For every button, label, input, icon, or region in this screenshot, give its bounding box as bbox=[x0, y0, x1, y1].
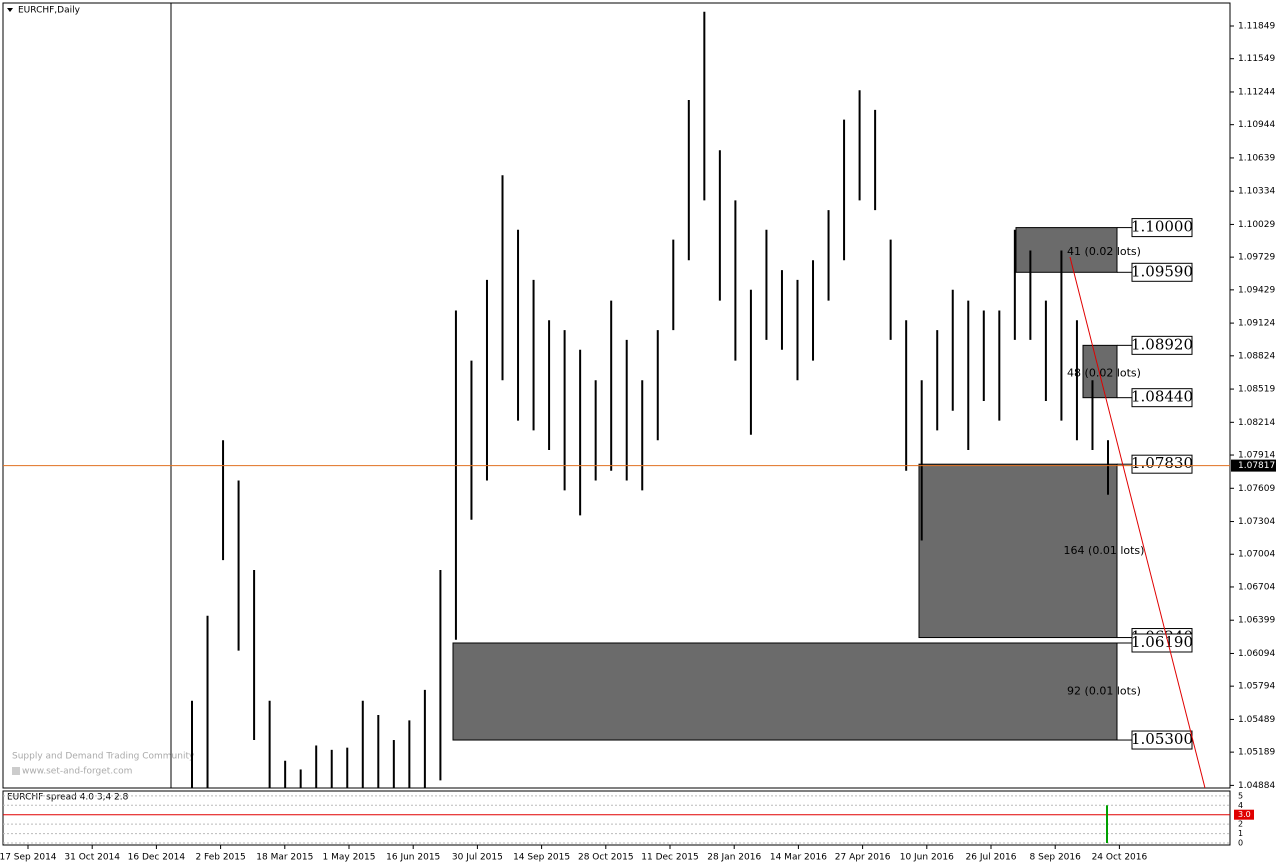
y-tick-label: 1.06094 bbox=[1238, 649, 1275, 659]
current-price-box bbox=[1231, 459, 1276, 472]
y-tick-label: 1.11549 bbox=[1238, 54, 1275, 64]
x-tick-label: 18 Mar 2015 bbox=[256, 853, 313, 863]
level-label: 1.10000 bbox=[1131, 218, 1193, 236]
indicator-level-box bbox=[1234, 809, 1254, 820]
x-tick-label: 30 Jul 2015 bbox=[452, 853, 503, 863]
x-tick-label: 28 Jan 2016 bbox=[707, 853, 761, 863]
zone-label: 41 (0.02 lots) bbox=[1067, 245, 1141, 258]
x-tick-label: 16 Jun 2015 bbox=[386, 853, 440, 863]
zone-label: 164 (0.01 lots) bbox=[1064, 544, 1145, 557]
y-tick-label: 1.07004 bbox=[1238, 550, 1275, 560]
level-box bbox=[1131, 335, 1193, 355]
level-box bbox=[1131, 730, 1193, 750]
y-tick-label: 1.07609 bbox=[1238, 484, 1275, 494]
y-tick-label: 1.05189 bbox=[1238, 748, 1275, 758]
indicator-tick-label: 2 bbox=[1238, 820, 1243, 829]
y-tick-label: 1.06399 bbox=[1238, 616, 1275, 626]
y-tick-label: 1.09429 bbox=[1238, 285, 1275, 295]
y-tick-label: 1.09729 bbox=[1238, 253, 1275, 263]
y-tick-label: 1.11849 bbox=[1238, 22, 1275, 32]
zone-label: 92 (0.01 lots) bbox=[1067, 685, 1141, 698]
y-tick-label: 1.07914 bbox=[1238, 451, 1275, 461]
level-box bbox=[1131, 262, 1193, 282]
x-tick-label: 10 Jun 2016 bbox=[900, 853, 954, 863]
level-box bbox=[1131, 388, 1193, 408]
x-tick-label: 26 Jul 2016 bbox=[966, 853, 1017, 863]
level-label: 1.09590 bbox=[1131, 262, 1193, 280]
y-tick-label: 1.07304 bbox=[1238, 517, 1275, 527]
y-tick-label: 1.06704 bbox=[1238, 582, 1275, 592]
x-tick-label: 1 May 2015 bbox=[323, 853, 376, 863]
x-tick-label: 16 Dec 2014 bbox=[128, 853, 186, 863]
y-tick-label: 1.08214 bbox=[1238, 418, 1275, 428]
y-tick-label: 1.10639 bbox=[1238, 153, 1275, 163]
watermark: www.set-and-forget.com bbox=[22, 767, 132, 777]
x-tick-label: 8 Sep 2016 bbox=[1030, 853, 1082, 863]
indicator-tick-label: 5 bbox=[1238, 791, 1243, 800]
chart-title: EURCHF,Daily bbox=[18, 6, 81, 16]
level-box bbox=[1131, 454, 1193, 474]
x-tick-label: 28 Oct 2015 bbox=[578, 853, 634, 863]
x-tick-label: 14 Sep 2015 bbox=[513, 853, 570, 863]
indicator-tick-label: 0 bbox=[1238, 839, 1243, 848]
level-label: 1.06190 bbox=[1131, 633, 1193, 651]
y-tick-label: 1.05489 bbox=[1238, 715, 1275, 725]
indicator-title: EURCHF spread 4.0 3,4 2.8 bbox=[7, 793, 129, 803]
zone bbox=[1015, 227, 1118, 273]
zone bbox=[452, 642, 1118, 741]
indicator-tick-label: 1 bbox=[1238, 829, 1243, 838]
y-tick-label: 1.08824 bbox=[1238, 351, 1275, 361]
y-tick-label: 1.04884 bbox=[1238, 781, 1275, 791]
x-tick-label: 31 Oct 2014 bbox=[64, 853, 120, 863]
trendline bbox=[1069, 256, 1206, 789]
zone bbox=[1082, 344, 1118, 399]
x-tick-label: 27 Apr 2016 bbox=[835, 853, 891, 863]
y-tick-label: 1.09124 bbox=[1238, 319, 1275, 329]
watermark-icon bbox=[12, 767, 20, 775]
x-tick-label: 14 Mar 2016 bbox=[770, 853, 827, 863]
level-label: 1.07830 bbox=[1131, 454, 1193, 472]
level-box bbox=[1131, 633, 1193, 653]
y-tick-label: 1.11244 bbox=[1238, 87, 1275, 97]
x-tick-label: 24 Oct 2016 bbox=[1092, 853, 1148, 863]
indicator-level-label: 3.0 bbox=[1238, 810, 1251, 819]
level-label: 1.08920 bbox=[1131, 335, 1193, 353]
x-tick-label: 2 Feb 2015 bbox=[195, 853, 245, 863]
indicator-panel bbox=[2, 790, 1231, 846]
zone bbox=[918, 463, 1118, 639]
level-label: 1.08440 bbox=[1131, 388, 1193, 406]
zone-label: 48 (0.02 lots) bbox=[1067, 367, 1141, 380]
x-tick-label: 17 Sep 2014 bbox=[0, 853, 57, 863]
current-price-label: 1.07817 bbox=[1238, 461, 1275, 471]
level-label: 1.05300 bbox=[1131, 730, 1193, 748]
y-tick-label: 1.08519 bbox=[1238, 385, 1275, 395]
menu-arrow[interactable] bbox=[7, 8, 13, 12]
indicator-tick-label: 4 bbox=[1238, 801, 1243, 810]
y-tick-label: 1.10334 bbox=[1238, 187, 1275, 197]
level-box bbox=[1131, 218, 1193, 238]
y-tick-label: 1.05794 bbox=[1238, 682, 1275, 692]
watermark: Supply and Demand Trading Community bbox=[12, 752, 195, 762]
y-tick-label: 1.10029 bbox=[1238, 220, 1275, 230]
x-tick-label: 11 Dec 2015 bbox=[641, 853, 699, 863]
y-tick-label: 1.10944 bbox=[1238, 120, 1275, 130]
